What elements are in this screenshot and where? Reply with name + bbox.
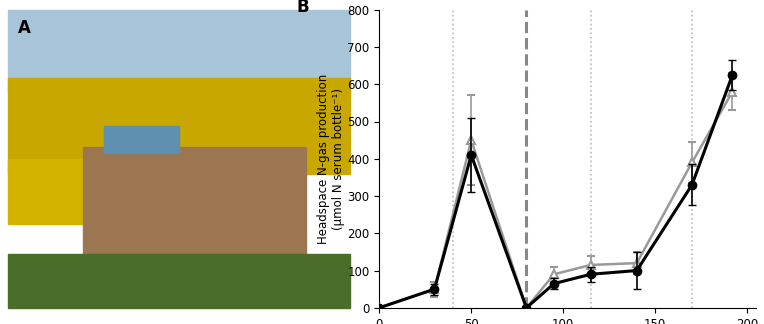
Text: A: A: [18, 19, 31, 37]
Y-axis label: Headspace N-gas production
(μmol N serum bottle⁻¹): Headspace N-gas production (μmol N serum…: [316, 74, 345, 244]
Bar: [104, 126, 179, 153]
Bar: [8, 254, 351, 308]
Bar: [83, 147, 306, 272]
Bar: [8, 10, 351, 93]
Text: B: B: [296, 0, 309, 16]
Bar: [8, 159, 162, 224]
Legend: Surface, Underwater, NO₃⁻ addi  ons, Subculture: Surface, Underwater, NO₃⁻ addi ons, Subc…: [762, 109, 764, 208]
Bar: [8, 78, 351, 174]
